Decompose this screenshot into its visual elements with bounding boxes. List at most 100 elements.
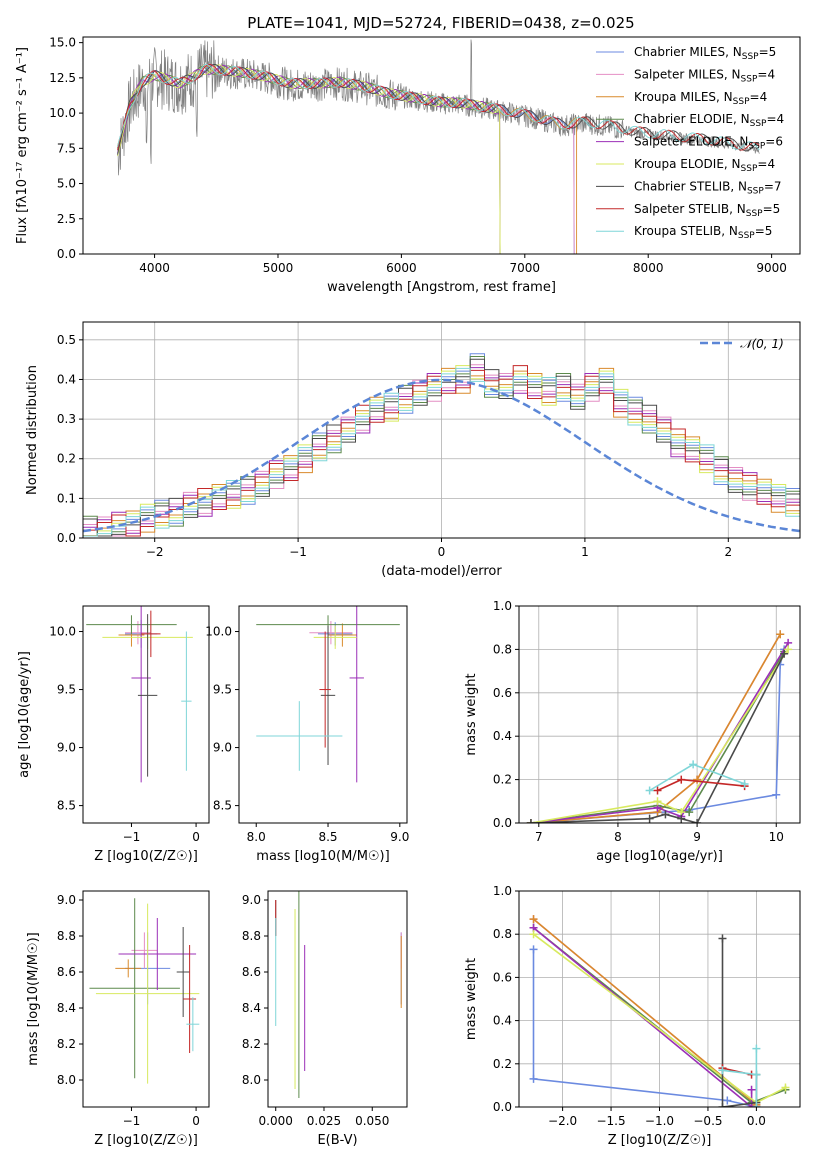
y-tick-label: 9.0 [213,741,232,755]
chart-residuals: 𝒩(0, 1) −2 −1 0 1 2 0.0 0.1 0.2 0.3 0.4 0.5 (data-mo… [25,321,801,579]
y-tick-label: 0.5 [57,333,76,347]
x-axis-label: Z [log10(Z/Z☉)] [608,1133,712,1148]
x-tick-label: 10 [769,830,784,844]
plot-area [117,39,760,254]
x-tick-label: 6000 [386,261,417,275]
y-tick-label: 7.5 [57,141,76,155]
marker [529,945,538,954]
x-tick-label: 8.5 [318,830,337,844]
marker [677,775,686,784]
chart-spectrum: Chabrier MILES, NSSP=5 Salpeter MILES, NS… [15,36,801,295]
marker [752,1070,761,1079]
x-tick-label: −0.5 [693,1114,722,1128]
plot-area [89,898,200,1084]
y-tick-label: 8.8 [242,929,261,943]
y-tick-label: 0.2 [493,773,512,787]
marker [780,649,789,658]
y-tick-label: 15.0 [49,36,76,50]
data-spectrum [117,39,760,176]
x-axis-label: age [log10(age/yr)] [596,849,723,864]
y-tick-label: 0.4 [493,729,512,743]
normal-curve [83,378,800,533]
x-axis-label: (data-model)/error [381,564,502,579]
y-tick-label: 0.6 [493,970,512,984]
marker [718,934,727,943]
legend-label: Salpeter STELIB, NSSP=5 [634,202,780,219]
y-tick-label: 9.5 [213,683,232,697]
marker [752,1044,761,1053]
y-tick-label: 9.0 [57,893,76,907]
legend-value: =4 [750,90,768,104]
marker [693,819,702,823]
y-tick-label: 0.4 [493,1014,512,1028]
legend: 𝒩(0, 1) [700,337,784,351]
y-tick-label: 8.5 [213,799,232,813]
marker [772,790,781,799]
legend-value: =5 [759,45,777,59]
plot-area [256,606,400,783]
figure-title: PLATE=1041, MJD=52724, FIBERID=0438, z=0… [247,14,634,32]
axes-frame [82,605,210,824]
y-tick-label: 0.1 [57,491,76,505]
axes-frame [238,605,408,824]
legend-label: Kroupa ELODIE, NSSP=4 [634,157,775,174]
x-tick-label: −2 [146,545,164,559]
x-axis-label: Z [log10(Z/Z☉)] [94,849,198,864]
chart-weight-vs-age: 7 8 9 10 0.0 0.2 0.4 0.6 0.8 1.0 age [log10(age/yr… [464,599,801,864]
legend-value: =6 [765,135,783,149]
legend-label: Kroupa MILES, NSSP=4 [634,90,767,107]
x-tick-label: 8.0 [247,830,266,844]
x-tick-label: 0 [192,830,200,844]
x-tick-label: 8 [614,830,622,844]
y-tick-label: 0.4 [57,372,76,386]
legend-label: Chabrier STELIB, NSSP=7 [634,179,782,196]
marker [781,1083,790,1092]
plot-area [275,891,402,1098]
chart-age-vs-Z: −1 0 8.5 9.0 9.5 10.0 Z [log10(Z/Z☉)] age [log1… [17,605,210,864]
y-tick-label: 8.2 [57,1037,76,1051]
legend-label: Chabrier ELODIE, NSSP=4 [634,112,784,129]
y-tick-label: 8.0 [242,1073,261,1087]
marker [645,786,654,795]
y-axis-label: Flux [fλ10⁻¹⁷ erg cm⁻² s⁻¹ A⁻¹] [15,47,30,244]
y-tick-label: 0.2 [57,452,76,466]
series-chabrier-stelib [530,653,785,823]
series-salpeter-miles [530,633,781,823]
marker [740,779,749,788]
y-tick-label: 8.2 [242,1037,261,1051]
y-axis-label: mass weight [464,958,479,1040]
y-tick-label: 10.0 [205,625,232,639]
y-tick-label: 0.2 [493,1057,512,1071]
y-tick-label: 1.0 [493,884,512,898]
y-tick-label: 8.5 [57,799,76,813]
marker [529,1074,538,1083]
grid [83,322,800,539]
y-tick-label: 9.5 [57,683,76,697]
x-axis-label: wavelength [Angstrom, rest frame] [327,280,556,295]
y-tick-label: 8.0 [57,1073,76,1087]
x-tick-label: 0 [438,545,446,559]
y-tick-label: 8.4 [242,1001,261,1015]
legend-sub: SSP [741,164,758,174]
y-axis-label: mass weight [464,673,479,755]
series-salpeter-elodie [532,927,753,1107]
axes-frame [267,890,408,1108]
marker [645,814,654,823]
y-tick-label: 0.3 [57,412,76,426]
chart-age-vs-mass: 8.0 8.5 9.0 8.5 9.0 9.5 10.0 mass [log10(M/M☉)] [205,605,409,864]
y-tick-label: 10.0 [49,106,76,120]
series-chabrier-elodie [530,651,785,823]
marker [689,760,698,769]
y-tick-label: 0.6 [493,686,512,700]
axes-frame [82,890,210,1108]
plot-area [529,915,790,1107]
y-tick-label: 0.0 [493,816,512,830]
x-tick-label: −1.5 [596,1114,625,1128]
x-axis-label: E(B-V) [317,1133,357,1148]
y-tick-label: 2.5 [57,212,76,226]
y-tick-label: 0.0 [57,531,76,545]
y-axis-label: Normed distribution [25,365,40,495]
marker [529,930,538,939]
legend-sub: SSP [741,74,758,84]
marker [752,1103,761,1107]
